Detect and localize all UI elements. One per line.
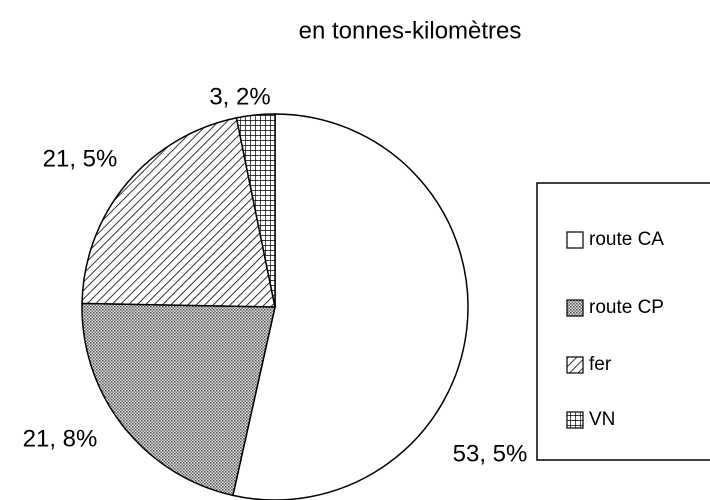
data-label: 21, 8% [23, 425, 98, 452]
legend-label: route CP [589, 297, 664, 318]
pie-slice [81, 117, 276, 308]
legend-swatch [566, 231, 584, 249]
legend-label: fer [589, 354, 612, 375]
legend-swatch [566, 299, 584, 317]
legend-label: VN [589, 409, 615, 430]
pie-slice [81, 302, 276, 497]
legend-box [536, 182, 710, 461]
data-label: 21, 5% [43, 145, 118, 172]
legend-swatch [566, 411, 584, 429]
chart-title: en tonnes-kilomètres [299, 17, 522, 44]
data-label: 53, 5% [453, 440, 528, 467]
pie-slice [235, 113, 276, 308]
legend-label: route CA [589, 229, 664, 250]
data-label: 3, 2% [209, 83, 270, 110]
legend-swatch [566, 356, 584, 374]
pie-slice [232, 113, 469, 500]
